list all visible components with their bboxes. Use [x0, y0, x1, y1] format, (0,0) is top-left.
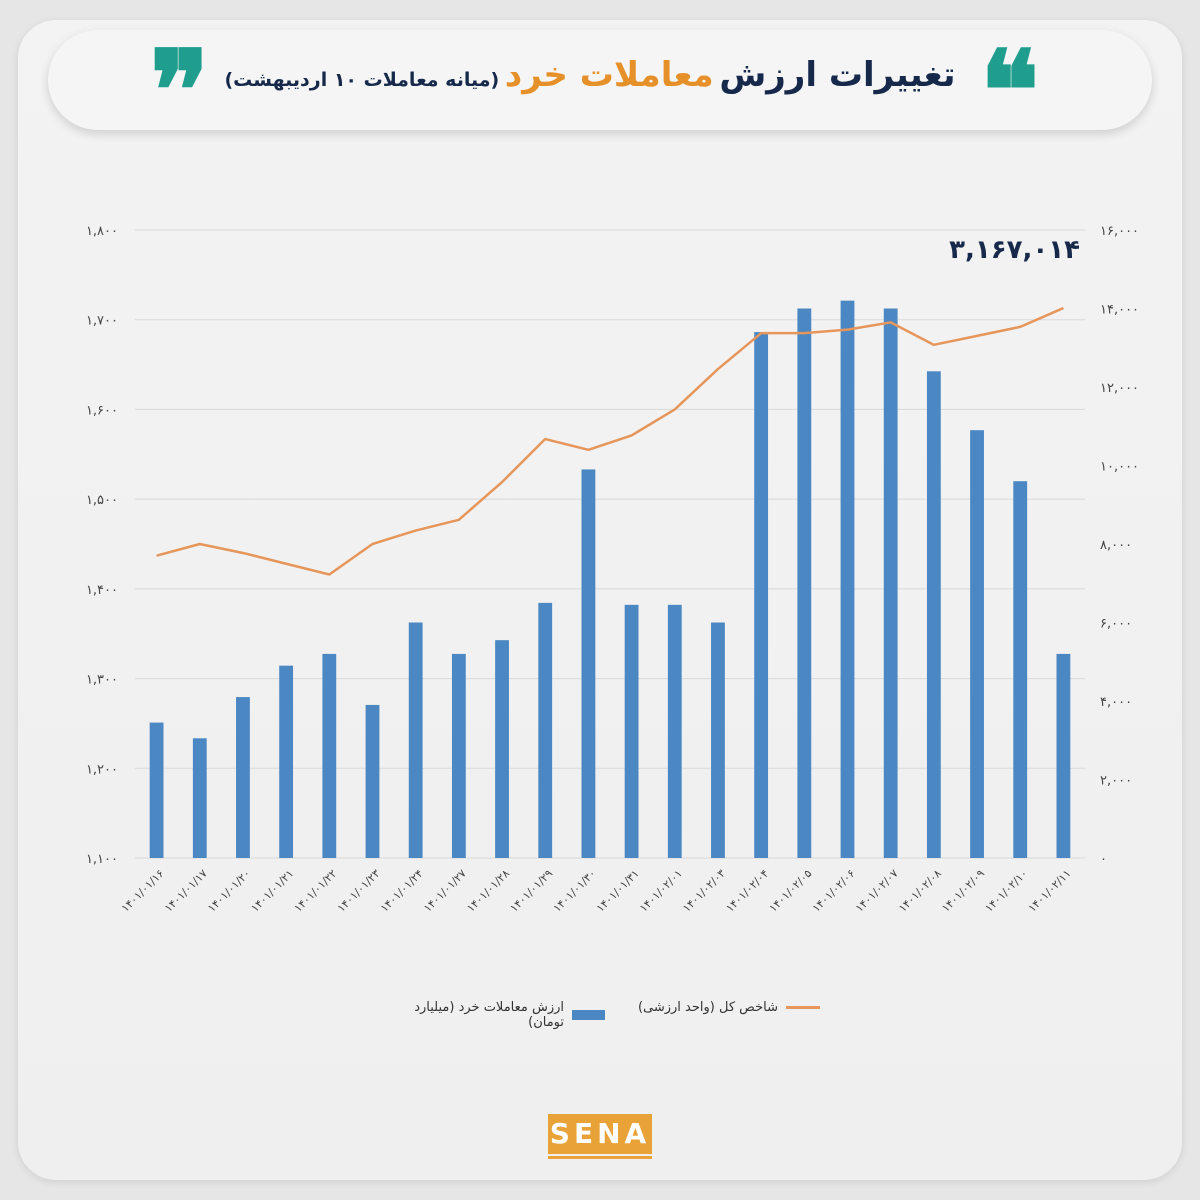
title-part1: تغییرات ارزش — [719, 55, 956, 95]
quote-open-icon: ❞ — [150, 26, 210, 155]
bar — [883, 308, 898, 858]
x-axis-tick-label: ۱۴۰۱/۰۲/۰۸ — [896, 867, 944, 915]
chart-legend: ارزش معاملات خرد (میلیارد تومان) شاخص کل… — [380, 1000, 820, 1030]
x-axis-tick-label: ۱۴۰۱/۰۱/۲۹ — [507, 867, 555, 915]
bar — [408, 622, 423, 858]
bar — [495, 640, 509, 858]
index-line — [156, 306, 1064, 576]
legend-item-line: شاخص کل (واحد ارزشی) — [638, 1000, 820, 1015]
left-axis-tick-label: ۱,۵۰۰ — [86, 493, 118, 508]
x-axis-tick-label: ۱۴۰۱/۰۲/۱۱ — [1026, 867, 1074, 915]
right-axis-tick-label: ۰ — [1100, 852, 1107, 867]
legend-line-label: شاخص کل (واحد ارزشی) — [637, 1000, 778, 1015]
bar — [365, 704, 380, 858]
left-axis-tick-label: ۱,۲۰۰ — [86, 762, 118, 777]
title-part3: (میانه معاملات ۱۰ اردیبهشت) — [224, 69, 500, 91]
right-axis-tick-label: ۱۴,۰۰۰ — [1100, 303, 1139, 318]
left-axis-tick-label: ۱,۴۰۰ — [86, 583, 118, 598]
title-banner — [48, 30, 1152, 130]
bar — [624, 604, 639, 858]
bar — [451, 653, 466, 858]
sena-logo-underline — [548, 1156, 652, 1159]
x-axis-tick-label: ۱۴۰۱/۰۱/۲۷ — [421, 867, 469, 915]
x-axis-tick-label: ۱۴۰۱/۰۱/۳۰ — [551, 867, 599, 915]
legend-line-swatch — [786, 1006, 820, 1009]
x-axis-tick-label: ۱۴۰۱/۰۲/۰۷ — [853, 867, 901, 915]
left-axis-tick-label: ۱,۷۰۰ — [86, 314, 118, 329]
bar — [667, 604, 682, 858]
x-axis-tick-label: ۱۴۰۱/۰۲/۰۱ — [637, 867, 685, 915]
right-axis-tick-label: ۴,۰۰۰ — [1100, 695, 1132, 710]
bar — [236, 697, 250, 858]
bar — [581, 469, 596, 858]
bar — [192, 738, 207, 858]
legend-item-bars: ارزش معاملات خرد (میلیارد تومان) — [380, 1000, 605, 1030]
index-value-annotation: ۳,۱۶۷,۰۱۴ — [949, 235, 1080, 265]
right-axis-tick-label: ۱۲,۰۰۰ — [1100, 381, 1139, 396]
legend-bar-swatch — [572, 1010, 605, 1020]
right-axis-tick-label: ۱۶,۰۰۰ — [1100, 224, 1139, 239]
x-axis-tick-label: ۱۴۰۱/۰۲/۰۶ — [810, 867, 858, 915]
x-axis-tick-label: ۱۴۰۱/۰۱/۲۸ — [464, 867, 512, 915]
legend-bar-label: ارزش معاملات خرد (میلیارد تومان) — [414, 1000, 565, 1030]
right-axis-tick-label: ۶,۰۰۰ — [1100, 617, 1132, 632]
x-axis-tick-label: ۱۴۰۱/۰۲/۰۵ — [767, 867, 815, 915]
x-axis-tick-label: ۱۴۰۱/۰۲/۰۳ — [680, 867, 728, 915]
bar — [797, 308, 812, 858]
x-axis-tick-label: ۱۴۰۱/۰۲/۱۰ — [982, 867, 1030, 915]
left-axis-tick-label: ۱,۳۰۰ — [86, 673, 118, 688]
bar — [840, 300, 855, 858]
x-axis-tick-label: ۱۴۰۱/۰۱/۲۴ — [378, 867, 426, 915]
bar — [970, 430, 984, 858]
bar — [538, 602, 553, 858]
page-title: تغییرات ارزش معاملات خرد (میانه معاملات … — [220, 55, 960, 95]
x-axis-tick-label: ۱۴۰۱/۰۲/۰۴ — [723, 867, 771, 915]
bar — [149, 722, 164, 858]
bar — [754, 332, 769, 858]
bar — [1013, 481, 1028, 858]
x-axis-tick-label: ۱۴۰۱/۰۲/۰۹ — [939, 867, 987, 915]
x-axis-tick-label: ۱۴۰۱/۰۱/۲۲ — [292, 867, 340, 915]
right-axis-tick-label: ۸,۰۰۰ — [1100, 538, 1132, 553]
right-axis-tick-label: ۱۰,۰۰۰ — [1100, 460, 1139, 475]
x-axis-tick-label: ۱۴۰۱/۰۱/۲۳ — [335, 867, 383, 915]
bar — [711, 622, 725, 858]
left-axis-tick-label: ۱,۶۰۰ — [86, 403, 118, 418]
left-axis-tick-label: ۱,۱۰۰ — [86, 852, 118, 867]
x-axis-tick-label: ۱۴۰۱/۰۱/۲۱ — [248, 867, 296, 915]
bar — [1056, 653, 1071, 858]
title-part2: معاملات خرد — [504, 55, 714, 95]
left-axis-tick-label: ۱,۸۰۰ — [86, 224, 118, 239]
bar — [322, 653, 337, 858]
x-axis-tick-label: ۱۴۰۱/۰۱/۱۷ — [162, 867, 210, 915]
right-axis-tick-label: ۲,۰۰۰ — [1100, 774, 1132, 789]
sena-logo: SENA — [548, 1114, 652, 1154]
x-axis-tick-label: ۱۴۰۱/۰۱/۲۰ — [205, 867, 253, 915]
infographic-card — [18, 20, 1182, 1180]
bar — [926, 371, 941, 858]
quote-close-icon: ❝ — [980, 26, 1040, 155]
x-axis-tick-label: ۱۴۰۱/۰۱/۱۶ — [119, 867, 167, 915]
bar — [279, 665, 294, 858]
x-axis-tick-label: ۱۴۰۱/۰۱/۳۱ — [594, 867, 642, 915]
